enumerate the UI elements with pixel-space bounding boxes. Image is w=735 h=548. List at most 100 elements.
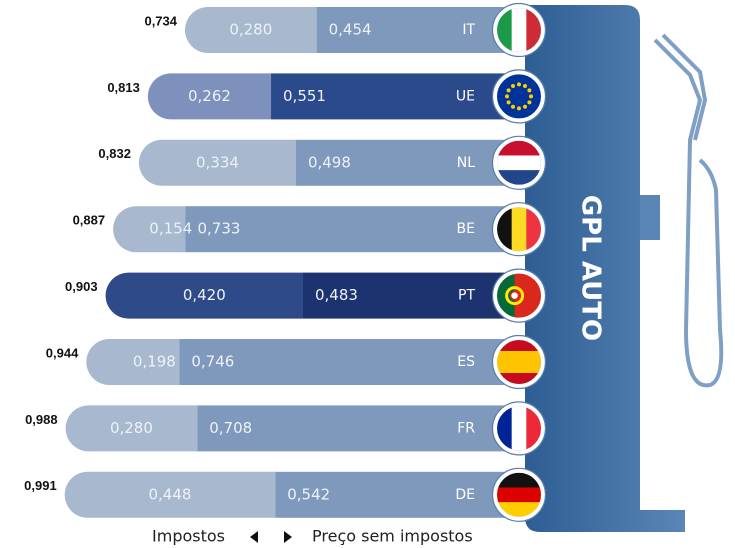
category-label: NL [457,155,475,171]
category-label: IT [462,22,475,38]
value-label: 0,198 [133,353,176,371]
total-label: 0,813 [107,80,140,95]
value-label: 0,708 [209,419,252,437]
value-label: 0,334 [196,153,239,171]
flag-part [526,207,541,252]
flag [497,140,541,185]
flag-part [526,8,541,52]
value-label: 0,551 [283,87,326,105]
flag-part [497,472,541,488]
flag-part [497,351,541,374]
flag-ring [493,402,545,455]
flag-star [523,104,527,109]
flag-part [497,373,541,384]
flag-ring [493,70,545,123]
value-label: 0,280 [110,419,153,437]
total-label: 0,903 [65,279,98,294]
legend: Impostos Preço sem impostos [152,527,473,546]
flag [497,207,541,252]
bars: 0,280 0,454 IT 0,734 0,262 0,551 UE 0,813 0,334 0… [24,2,547,522]
value-label: 0,280 [229,21,272,39]
category-label: PT [458,288,475,304]
value-label: 0,733 [197,220,240,238]
flag [497,74,541,119]
value-label: 0,746 [191,353,234,371]
flag-ring [493,4,545,56]
bar [86,339,180,385]
flag-part [497,140,541,156]
flag-part [511,207,527,252]
bar [185,206,531,253]
total-label: 0,832 [98,146,131,161]
flag-emblem [509,290,520,301]
flag-ring [493,336,545,388]
bar [113,206,186,253]
flag-part [497,74,541,119]
flag-part [497,340,541,352]
chart-title: GPL AUTO [576,195,606,341]
flag-ring [493,203,545,256]
flag-ring [491,2,547,58]
flag-ring [491,268,547,323]
category-label: DE [455,487,475,503]
bar [138,139,296,186]
flag-star [517,106,521,111]
flag-ring [491,334,547,390]
flag-part [511,406,527,451]
flag [497,8,541,52]
flag-part [497,170,541,185]
value-label: 0,262 [188,87,231,105]
category-label: FR [457,420,475,436]
category-label: BE [457,221,475,237]
flag-ring [491,135,547,190]
bar [147,73,272,120]
total-label: 0,734 [144,13,177,28]
flag-star [529,94,533,99]
flag-ring [491,467,547,522]
value-label: 0,154 [149,220,192,238]
flag-ring [491,202,547,257]
flag-part [497,155,541,171]
flag-star [527,100,532,105]
flag-ring [491,69,547,124]
total-label: 0,944 [46,345,79,360]
total-label: 0,988 [25,412,58,427]
pump [525,5,724,532]
flag-part [497,8,513,52]
flag-part [526,406,541,451]
flag-star [511,84,515,89]
flag-part [497,207,513,252]
flag-ring [491,401,547,456]
flag [497,472,541,517]
flag-star [527,88,532,93]
bar [271,73,530,120]
category-label: UE [456,88,475,104]
flag [497,273,541,318]
flag-star [523,84,527,89]
total-label: 0,991 [24,478,57,493]
bar [295,139,530,186]
flag-part [497,487,541,503]
bar [185,7,317,53]
flag-part [497,406,513,451]
flag-star [506,100,511,105]
bar [105,272,303,319]
value-label: 0,483 [315,286,358,304]
bar [179,339,530,385]
flag-emblem [505,286,525,306]
flag-part [511,8,527,52]
value-label: 0,454 [329,21,372,39]
total-label: 0,887 [73,213,106,228]
legend-label: Impostos [152,527,225,546]
flag-star [517,82,521,87]
category-label: ES [457,354,475,370]
value-label: 0,420 [183,286,226,304]
bar [275,471,530,518]
flag [497,406,541,451]
flag [497,340,541,384]
flag-star [505,94,509,99]
value-label: 0,448 [149,485,192,503]
flag-star [506,88,511,93]
value-label: 0,498 [308,153,351,171]
legend-label: Preço sem impostos [312,527,473,546]
